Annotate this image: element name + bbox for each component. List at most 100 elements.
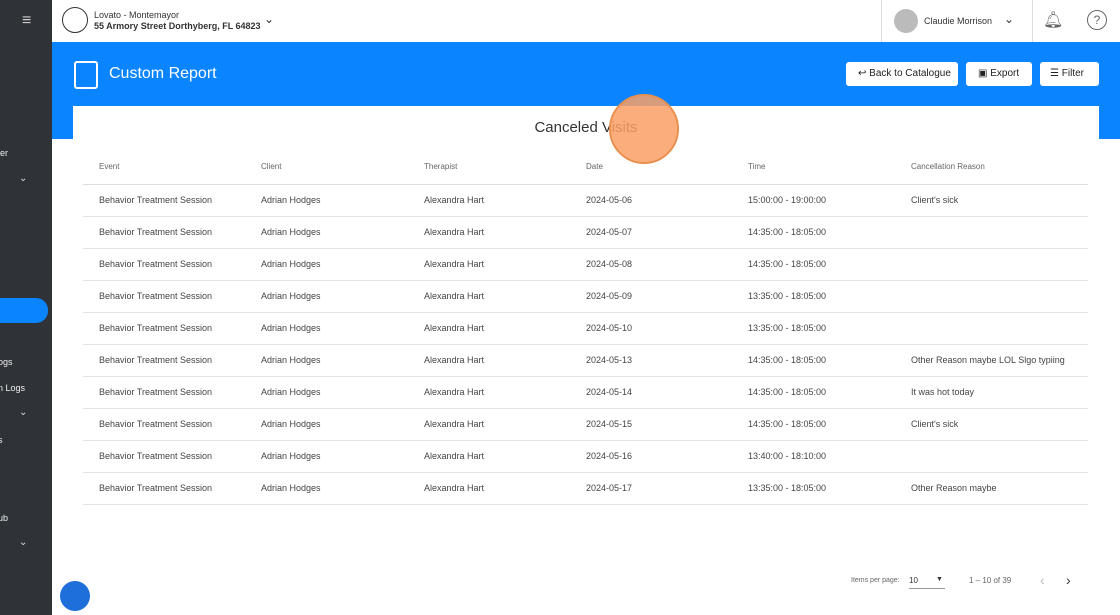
button-label: Filter <box>1061 68 1084 79</box>
header-line <box>83 184 1088 185</box>
table-cell: 2024-05-14 <box>586 387 633 397</box>
table-cell: 14:35:00 - 18:05:00 <box>748 259 827 269</box>
chevron[interactable]: ⌄ <box>19 407 28 418</box>
sidebar-item[interactable]: ub <box>0 513 9 523</box>
table-cell: 2024-05-07 <box>586 227 633 237</box>
back-button[interactable]: ↩ Back to Catalogue <box>846 62 958 86</box>
sidebar-item[interactable]: er <box>0 148 9 158</box>
table-cell: Alexandra Hart <box>424 227 485 237</box>
table-cell: Adrian Hodges <box>261 227 321 237</box>
table-cell: Behavior Treatment Session <box>99 355 213 365</box>
table-cell: Alexandra Hart <box>424 323 485 333</box>
menu-button[interactable]: ≡ <box>22 12 32 29</box>
row-line <box>83 408 1088 409</box>
next-page[interactable]: › <box>1066 572 1071 588</box>
table-cell: Behavior Treatment Session <box>99 451 213 461</box>
table-cell: Behavior Treatment Session <box>99 227 213 237</box>
table-cell: Adrian Hodges <box>261 323 321 333</box>
export-button[interactable]: ▣ Export <box>966 62 1032 86</box>
button-label: Export <box>990 68 1020 79</box>
table-cell: It was hot today <box>911 387 975 397</box>
table-cell: Adrian Hodges <box>261 451 321 461</box>
table-cell: 14:35:00 - 18:05:00 <box>748 227 827 237</box>
row-line <box>83 472 1088 473</box>
table-cell: 13:35:00 - 18:05:00 <box>748 483 827 493</box>
items-per-page-label: Items per page: <box>851 577 900 584</box>
table-cell: 13:35:00 - 18:05:00 <box>748 291 827 301</box>
avatar <box>894 9 918 33</box>
row-line <box>83 312 1088 313</box>
row-line <box>83 216 1088 217</box>
table-cell: 13:35:00 - 18:05:00 <box>748 323 827 333</box>
table-cell: Adrian Hodges <box>261 419 321 429</box>
table-cell: Behavior Treatment Session <box>99 291 213 301</box>
page-size-select[interactable]: 10 ▼ <box>909 576 945 589</box>
column-header: Date <box>586 162 603 171</box>
page-title: Custom Report <box>109 65 217 82</box>
row-line <box>83 280 1088 281</box>
column-header: Cancellation Reason <box>911 162 985 171</box>
table-cell: 15:00:00 - 19:00:00 <box>748 195 827 205</box>
org-dropdown[interactable]: ⌄ <box>264 12 275 26</box>
prev-page[interactable]: ‹ <box>1040 572 1045 588</box>
help[interactable]: ? <box>1087 10 1107 30</box>
filter-button[interactable]: ☰ Filter <box>1040 62 1099 86</box>
page-size: 10 <box>909 576 918 585</box>
table-cell: 14:35:00 - 18:05:00 <box>748 419 827 429</box>
table-cell: Adrian Hodges <box>261 195 321 205</box>
table-cell: Adrian Hodges <box>261 387 321 397</box>
table-cell: Adrian Hodges <box>261 355 321 365</box>
sidebar-item[interactable]: ogs <box>0 357 13 367</box>
table-cell: Alexandra Hart <box>424 195 485 205</box>
column-header: Therapist <box>424 162 458 171</box>
table-cell: Other Reason maybe LOL Slgo typiing <box>911 355 1065 365</box>
table-cell: 2024-05-13 <box>586 355 633 365</box>
chevron[interactable]: ⌄ <box>19 173 28 184</box>
org-logo <box>62 7 88 33</box>
sidebar: ≡ ⌄ ⌄ ⌄ <box>0 0 90 615</box>
table-cell: Alexandra Hart <box>424 259 485 269</box>
table-cell: 2024-05-08 <box>586 259 633 269</box>
table-cell: Other Reason maybe <box>911 483 997 493</box>
table-cell: Client's sick <box>911 419 959 429</box>
table-cell: 2024-05-09 <box>586 291 633 301</box>
table-cell: 14:35:00 - 18:05:00 <box>748 355 827 365</box>
table-cell: Alexandra Hart <box>424 355 485 365</box>
row-line <box>83 440 1088 441</box>
table-cell: 2024-05-16 <box>586 451 633 461</box>
row-line <box>83 504 1088 505</box>
table-cell: Alexandra Hart <box>424 291 485 301</box>
sidebar-item[interactable]: s <box>0 435 3 445</box>
sidebar-item[interactable]: n Logs <box>0 383 26 393</box>
table-cell: Behavior Treatment Session <box>99 259 213 269</box>
report-icon <box>74 61 98 89</box>
table-cell: Behavior Treatment Session <box>99 483 213 493</box>
row-line <box>83 248 1088 249</box>
help-widget[interactable] <box>60 581 90 611</box>
table-cell: Adrian Hodges <box>261 483 321 493</box>
table-cell: Alexandra Hart <box>424 451 485 461</box>
table-cell: 2024-05-06 <box>586 195 633 205</box>
chevron[interactable]: ⌄ <box>19 537 28 548</box>
table-cell: 2024-05-15 <box>586 419 633 429</box>
org-name: Lovato - Montemayor <box>94 10 180 20</box>
top-bar: Lovato - Montemayor 55 Armory Street Dor… <box>52 0 1120 43</box>
column-header: Time <box>748 162 766 171</box>
table-cell: Behavior Treatment Session <box>99 195 213 205</box>
divider <box>1032 0 1033 42</box>
button-label: Back to Catalogue <box>869 68 951 79</box>
column-header: Event <box>99 162 120 171</box>
active-item[interactable] <box>0 298 48 323</box>
table-cell: Adrian Hodges <box>261 259 321 269</box>
org-address: 55 Armory Street Dorthyberg, FL 64823 <box>94 21 261 31</box>
table-title: Canceled Visits <box>534 119 638 136</box>
divider <box>881 0 882 42</box>
report-card: Canceled Visits <box>73 106 1099 615</box>
user-dropdown[interactable]: ⌄ <box>1004 12 1015 26</box>
row-line <box>83 376 1088 377</box>
table-cell: 2024-05-17 <box>586 483 633 493</box>
notifications[interactable]: 🔔︎ <box>1043 12 1064 29</box>
table-cell: 14:35:00 - 18:05:00 <box>748 387 827 397</box>
user-name[interactable]: Claudie Morrison <box>924 16 993 26</box>
